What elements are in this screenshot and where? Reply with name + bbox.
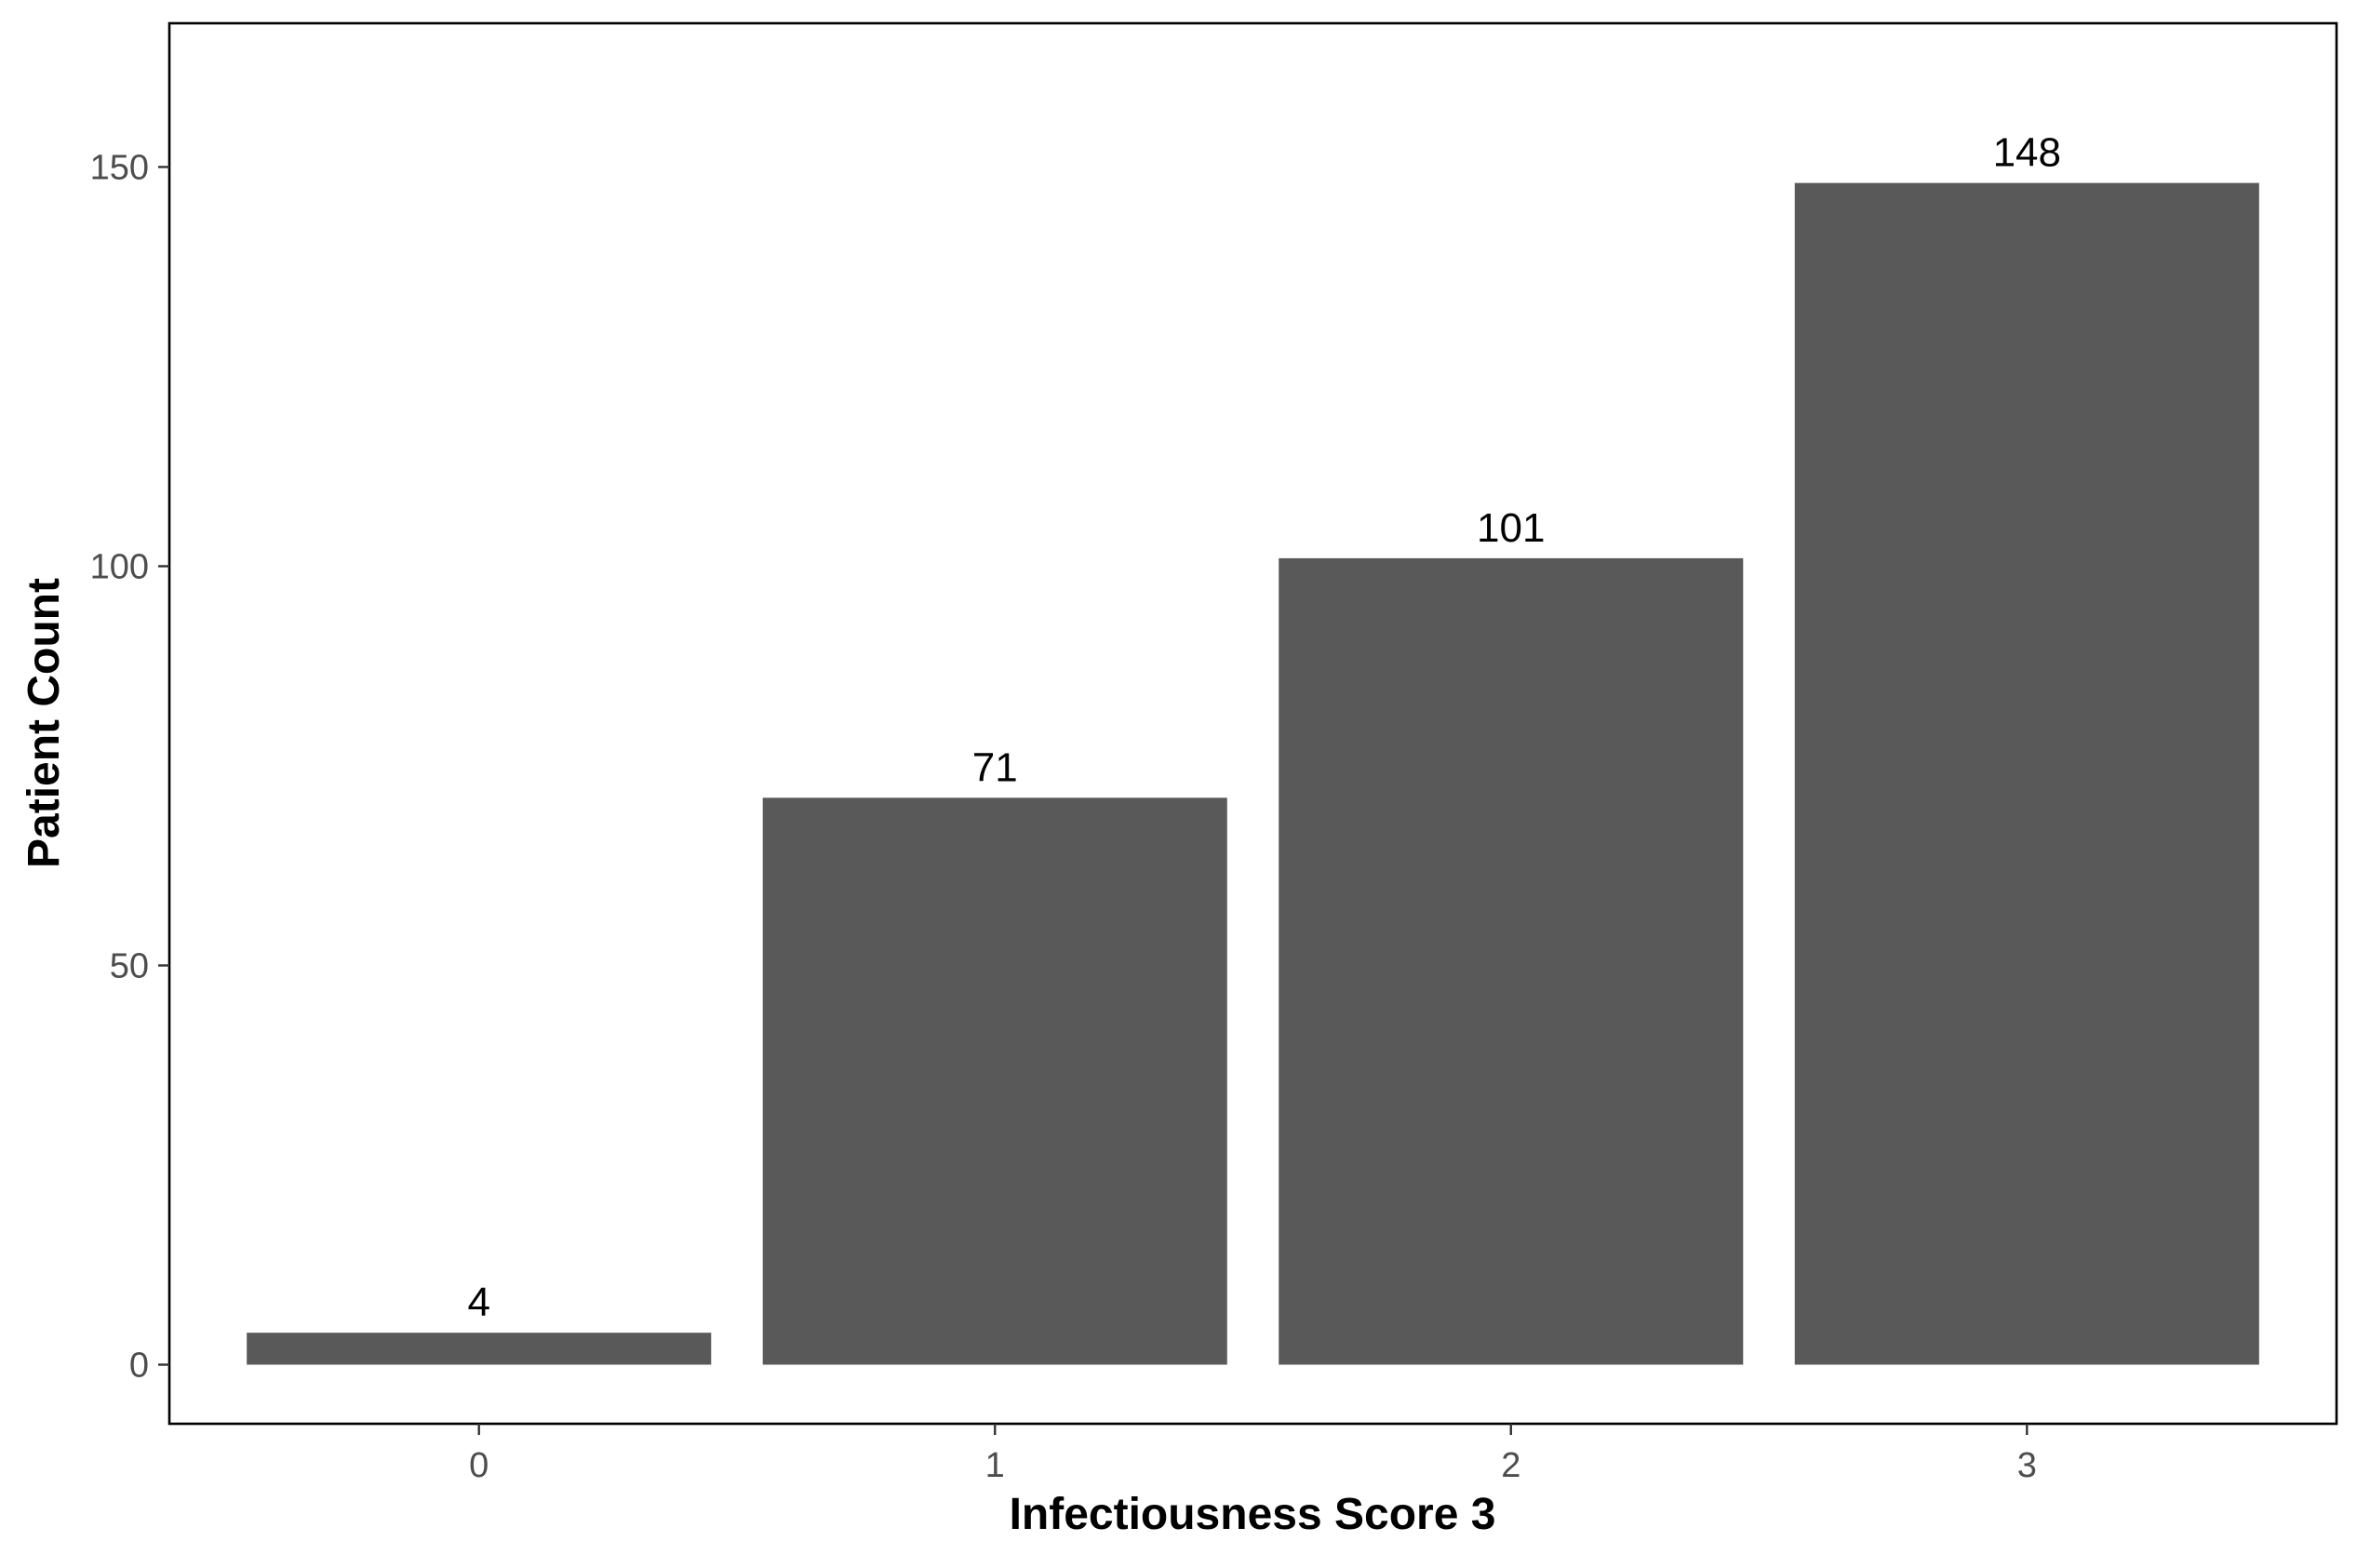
bar-3: [1794, 182, 2259, 1365]
data-labels-group: 4 71 101 148: [467, 130, 2061, 1326]
bar-1: [762, 797, 1227, 1365]
y-axis: 0 50 100 150: [90, 148, 169, 1386]
data-label-1: 71: [972, 744, 1018, 790]
plot-panel-border: [167, 21, 2338, 1426]
y-axis-title: Patient Count: [20, 578, 69, 868]
data-label-0: 4: [467, 1280, 489, 1325]
y-tick-label-100: 100: [90, 547, 149, 586]
y-tick-label-150: 150: [90, 148, 149, 187]
data-label-2: 101: [1477, 505, 1545, 551]
data-label-3: 148: [1993, 130, 2061, 176]
y-tick-label-0: 0: [129, 1347, 149, 1386]
bars-group: [247, 182, 2259, 1365]
x-tick-label-0: 0: [469, 1446, 489, 1485]
x-axis: 0 1 2 3: [469, 1424, 2037, 1485]
bar-0: [247, 1333, 712, 1365]
x-axis-title: Infectiousness Score 3: [1010, 1490, 1496, 1539]
bar-2: [1279, 557, 1744, 1365]
x-tick-label-2: 2: [1501, 1446, 1520, 1485]
y-tick-label-50: 50: [110, 946, 149, 985]
x-tick-label-1: 1: [985, 1446, 1005, 1485]
x-tick-label-3: 3: [2017, 1446, 2037, 1485]
